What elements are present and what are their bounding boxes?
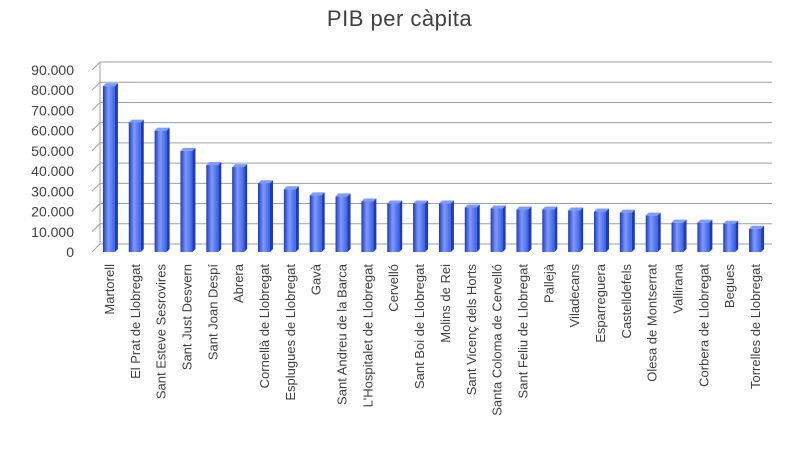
x-tick-label: Santa Coloma de Cervelló: [490, 264, 505, 416]
bar: [283, 186, 299, 252]
bar: [206, 162, 222, 252]
y-tick-label: 60.000: [31, 123, 74, 139]
bar: [154, 127, 170, 252]
y-axis-ticks: 0 10.000 20.000 30.000 40.000 50.000 60.000 70.…: [31, 62, 74, 260]
bar: [645, 212, 661, 252]
x-tick-label: Cornellà de Llobregat: [257, 264, 272, 389]
x-tick-label: Sant Vicenç dels Horts: [464, 264, 479, 396]
bars: [102, 83, 765, 252]
x-tick-label: Begues: [722, 264, 737, 309]
bar: [516, 206, 532, 252]
y-tick-label: 90.000: [31, 62, 74, 78]
x-axis-ticks: Martorell El Prat de Llobregat Sant Esteve…: [102, 263, 763, 416]
x-tick-label: Cervelló: [386, 264, 401, 312]
gridline: [91, 122, 772, 132]
chart-title: PIB per càpita: [326, 6, 473, 31]
x-tick-label: L'Hospitalet de Llobregat: [360, 264, 375, 408]
x-tick-label: Sant Andreu de la Barca: [335, 263, 350, 405]
bar: [335, 193, 351, 252]
x-tick-label: Vallirana: [671, 263, 686, 313]
bar: [438, 200, 454, 252]
y-tick-label: 10.000: [31, 224, 74, 240]
bar: [568, 207, 584, 252]
x-tick-label: Pallejà: [541, 263, 556, 303]
gridlines: [91, 61, 772, 253]
bar: [723, 220, 739, 252]
bar: [258, 180, 273, 252]
bar: [749, 225, 765, 252]
bar: [387, 200, 403, 252]
x-tick-label: Viladecans: [567, 264, 582, 328]
x-tick-label: Martorell: [102, 264, 117, 315]
y-tick-label: 20.000: [31, 204, 74, 220]
bar: [309, 192, 325, 252]
y-tick-label: 50.000: [31, 143, 74, 159]
y-tick-label: 40.000: [31, 163, 74, 179]
bar: [128, 119, 144, 252]
x-tick-label: Sant Joan Despí: [205, 264, 220, 361]
bar: [542, 206, 558, 252]
x-tick-label: Sant Esteve Sesrovires: [154, 264, 169, 400]
y-tick-label: 70.000: [31, 102, 74, 118]
y-tick-label: 80.000: [31, 82, 74, 98]
bar: [464, 204, 480, 252]
x-tick-label: Sant Boi de Llobregat: [412, 264, 427, 389]
x-tick-label: Esplugues de Llobregat: [283, 264, 298, 401]
bar: [180, 147, 196, 252]
x-tick-label: Gavà: [309, 263, 324, 295]
bar: [671, 219, 687, 252]
x-tick-label: Olesa de Montserrat: [645, 264, 660, 382]
bar: [102, 83, 118, 252]
bar: [697, 219, 713, 252]
x-tick-label: Torrelles de Llobregat: [748, 264, 763, 389]
bar: [619, 209, 635, 252]
x-tick-label: Esparreguera: [593, 263, 608, 343]
bar: [490, 205, 506, 252]
gridline: [91, 101, 772, 111]
x-tick-label: Corbera de Llobregat: [696, 264, 711, 387]
x-tick-label: Molins de Rei: [438, 264, 453, 343]
gridline: [91, 81, 772, 91]
y-tick-label: 0: [66, 244, 74, 260]
y-tick-label: 30.000: [31, 183, 74, 199]
x-tick-label: Castelldefels: [619, 264, 634, 339]
x-tick-label: El Prat de Llobregat: [128, 264, 143, 379]
bar: [361, 198, 377, 252]
x-tick-label: Sant Just Desvern: [179, 264, 194, 370]
bar: [413, 200, 429, 252]
bar: [594, 208, 609, 252]
gridline: [91, 61, 772, 71]
x-tick-label: Abrera: [231, 263, 246, 303]
bar: [232, 164, 248, 252]
x-tick-label: Sant Feliu de Llobregat: [515, 264, 530, 399]
